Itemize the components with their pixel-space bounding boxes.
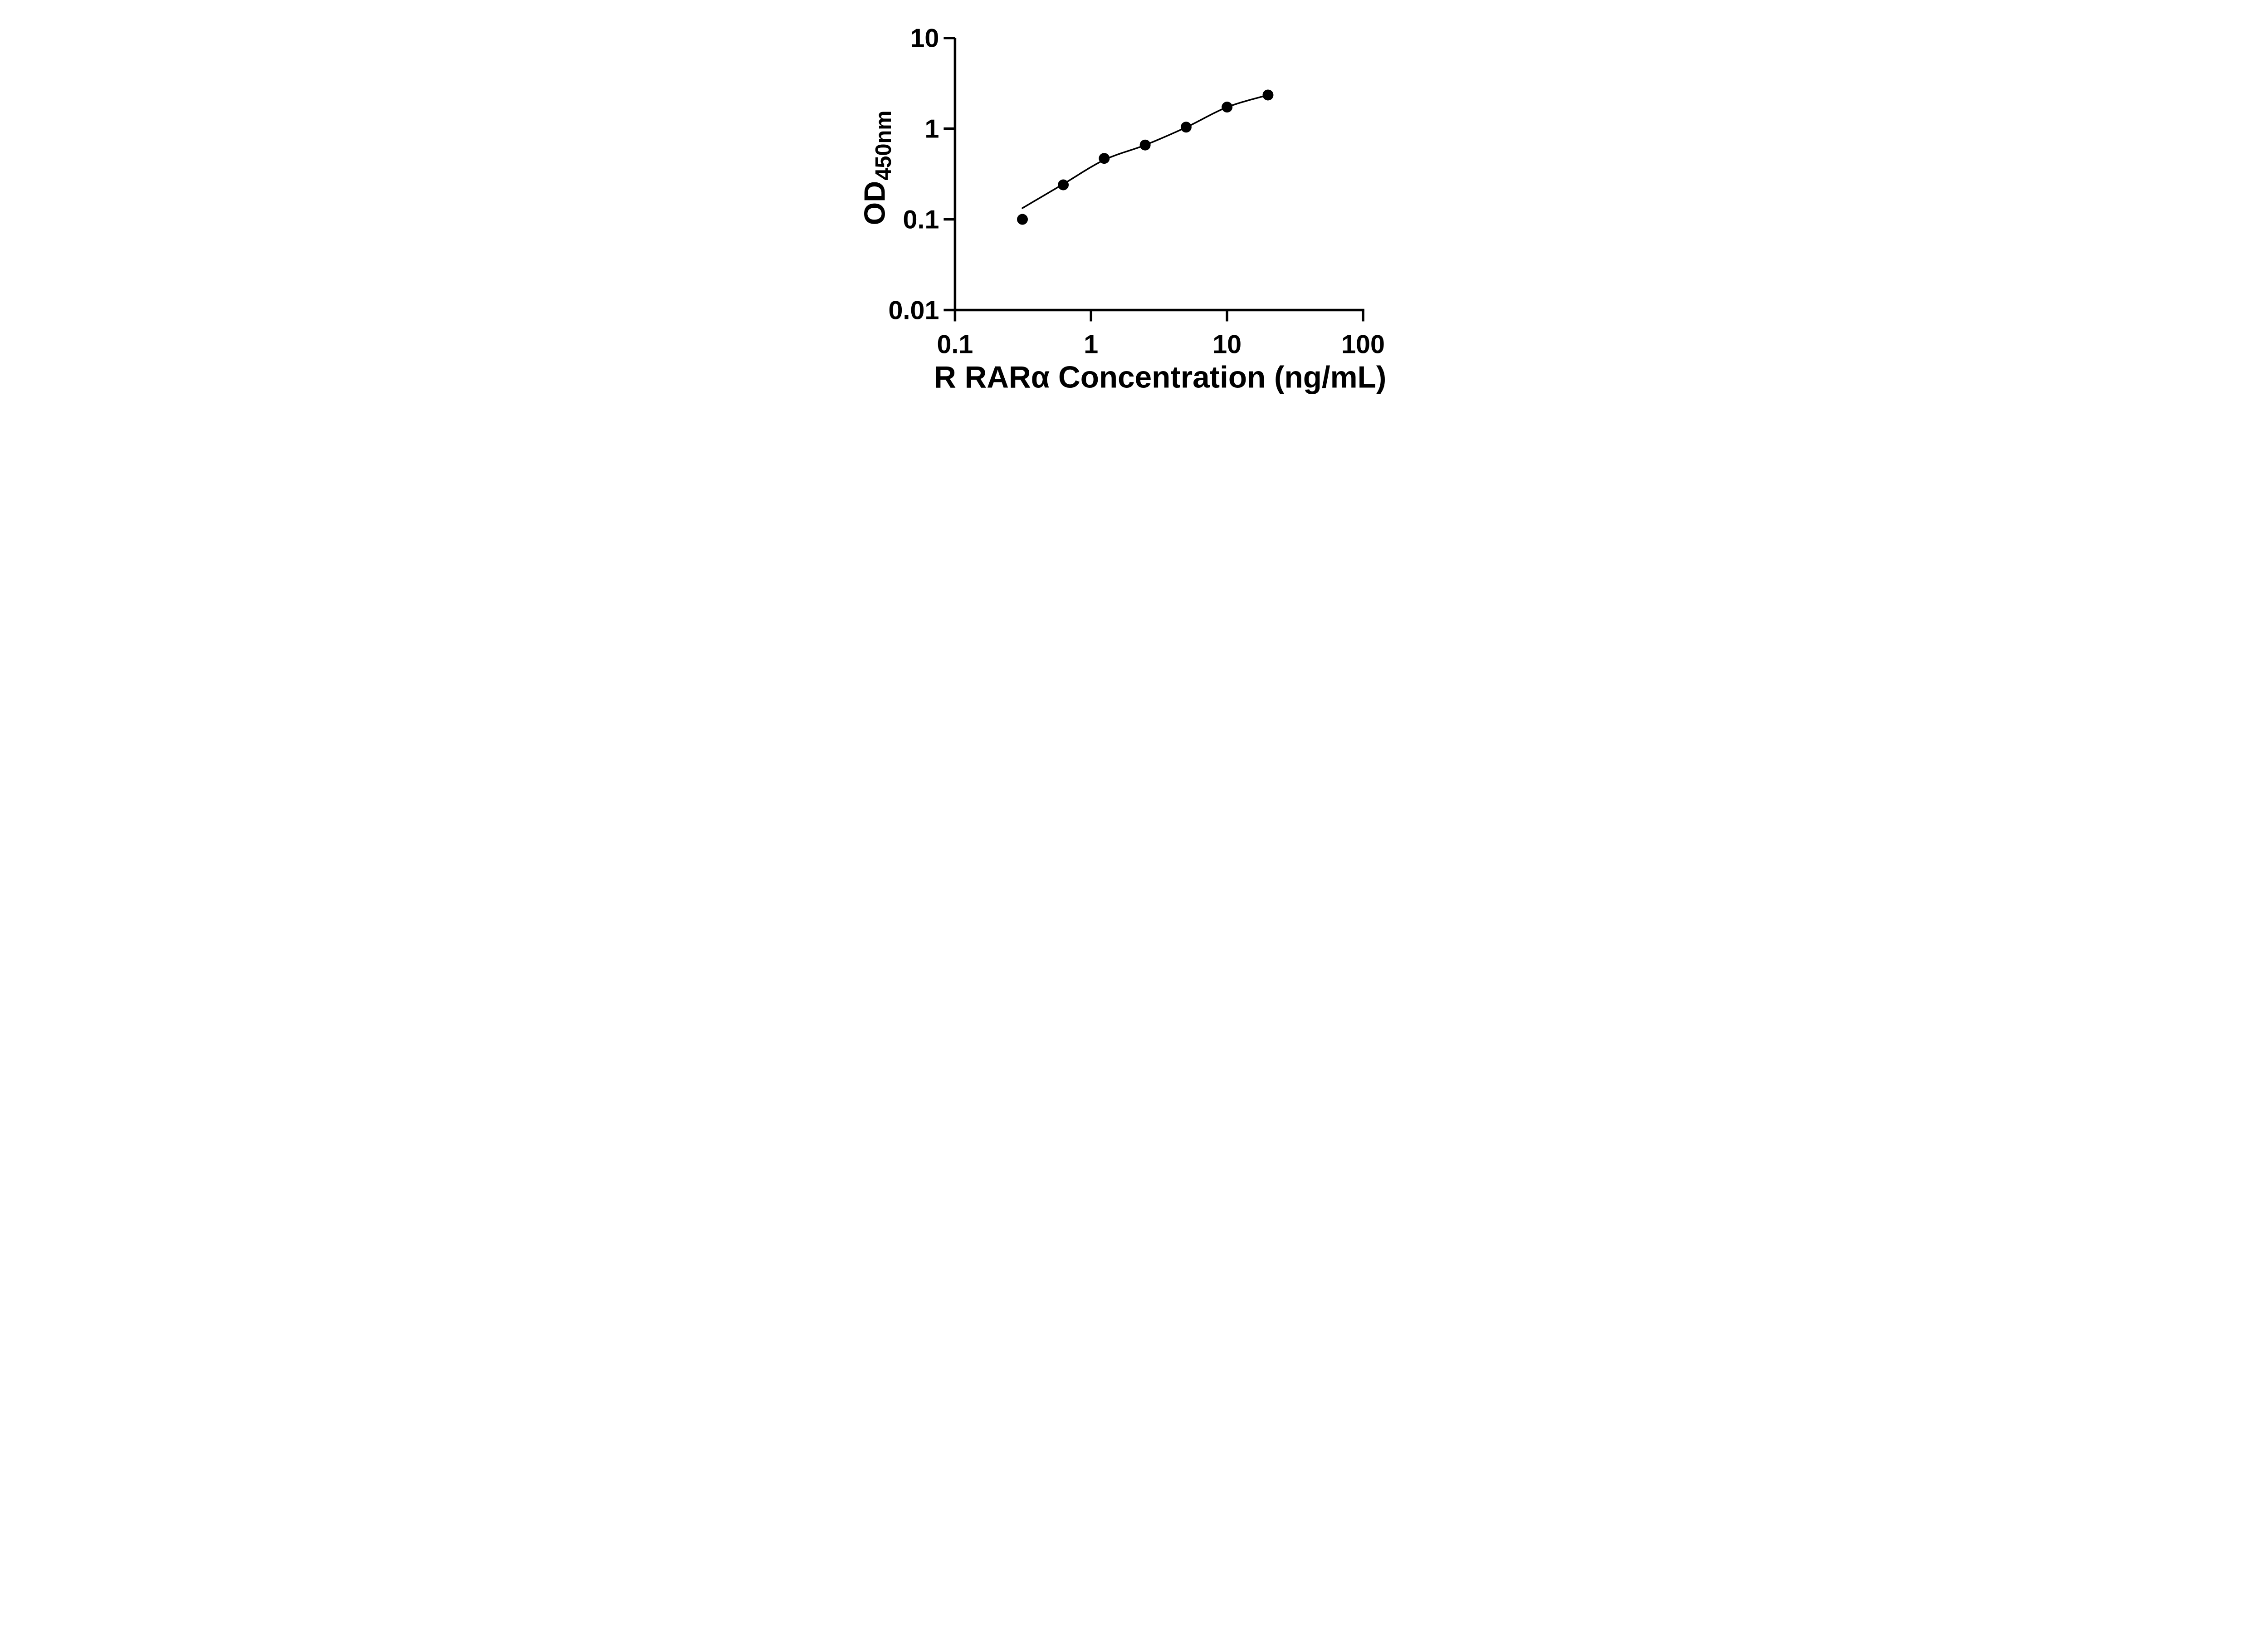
y-axis-title: OD 450nm [858, 110, 896, 225]
y-tick-label-0.01: 0.01 [888, 296, 939, 325]
elisa-standard-curve-figure: 0.01 0.1 1 10 0.1 1 10 100 R RARα Concentration… [842, 0, 1426, 408]
x-tick-label-0.1: 0.1 [937, 330, 973, 359]
x-tick-label-1: 1 [1084, 330, 1098, 359]
data-points-layer [1017, 89, 1273, 225]
data-point-1 [1017, 214, 1028, 225]
x-tick-label-10: 10 [1212, 330, 1242, 359]
y-tick-label-0.1: 0.1 [903, 205, 939, 235]
x-axis-title: R RARα Concentration (ng/mL) [934, 361, 1386, 395]
fit-curve-layer [1021, 94, 1269, 209]
data-point-4 [1139, 139, 1151, 151]
standard-curve-chart: 0.01 0.1 1 10 0.1 1 10 100 R RARα Concentration… [842, 0, 1426, 408]
data-point-3 [1098, 153, 1110, 164]
x-tick-label-100: 100 [1341, 330, 1385, 359]
y-axis-title-main: OD [858, 181, 891, 225]
y-axis-title-subscript: 450nm [871, 110, 896, 180]
data-point-5 [1180, 122, 1192, 133]
data-point-6 [1221, 102, 1232, 113]
axes: 0.01 0.1 1 10 0.1 1 10 100 [888, 24, 1384, 359]
fit-curve-line [1021, 94, 1269, 209]
y-tick-label-10: 10 [910, 24, 939, 53]
data-point-7 [1262, 89, 1273, 101]
data-point-2 [1057, 179, 1069, 191]
y-tick-label-1: 1 [924, 115, 939, 144]
